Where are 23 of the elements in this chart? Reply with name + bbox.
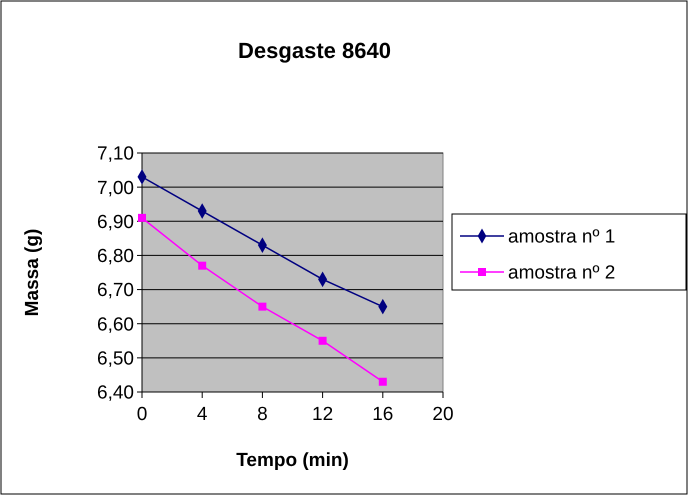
point <box>258 302 266 311</box>
x-tick-label: 16 <box>372 404 394 425</box>
y-tick-label: 6,40 <box>97 382 134 404</box>
y-tick-label: 7,10 <box>97 144 134 165</box>
x-tick-label: 0 <box>136 404 148 425</box>
legend-label: amostra nº 1 <box>508 226 616 248</box>
y-tick-label: 6,70 <box>97 280 134 302</box>
x-tick-label: 8 <box>257 404 268 425</box>
x-axis-title: Tempo (min) <box>236 450 349 471</box>
point <box>198 262 206 270</box>
y-tick-label: 7,00 <box>97 178 134 199</box>
y-tick-label: 6,90 <box>97 212 134 233</box>
y-axis-title: Massa (g) <box>22 228 43 316</box>
point <box>318 336 327 345</box>
x-tick-label: 12 <box>312 404 334 425</box>
y-tick-label: 6,50 <box>97 348 134 370</box>
legend-label: amostra nº 2 <box>508 262 616 284</box>
point <box>378 378 387 386</box>
y-tick-label: 6,60 <box>97 314 134 336</box>
y-tick-label: 6,80 <box>97 246 134 268</box>
x-tick-label: 4 <box>196 404 208 425</box>
chart-title: Desgaste 8640 <box>238 38 391 63</box>
x-tick-label: 20 <box>432 404 454 425</box>
